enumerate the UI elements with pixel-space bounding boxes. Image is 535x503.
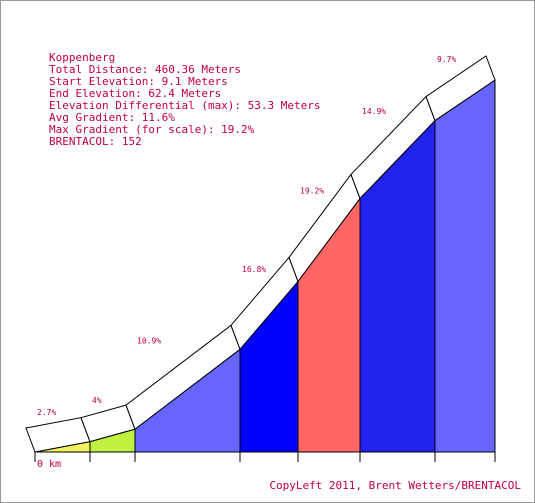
- gradient-label: 2.7%: [37, 408, 56, 417]
- info-line: Max Gradient (for scale): 19.2%: [49, 123, 255, 136]
- gradient-label: 19.2%: [300, 186, 324, 195]
- gradient-label: 4%: [92, 396, 102, 405]
- info-line: BRENTACOL: 152: [49, 135, 142, 148]
- info-line: Start Elevation: 9.1 Meters: [49, 75, 228, 88]
- chart-title: Koppenberg: [49, 51, 115, 64]
- info-line: End Elevation: 62.4 Meters: [49, 87, 221, 100]
- gradient-label: 14.9%: [362, 107, 386, 116]
- road-band: [425, 55, 496, 122]
- info-line: Elevation Differential (max): 53.3 Meter…: [49, 99, 321, 112]
- gradient-label: 16.8%: [242, 265, 266, 274]
- gradient-label: 10.9%: [137, 336, 161, 345]
- footer: CopyLeft 2011, Brent Wetters/BRENTACOL: [269, 479, 521, 492]
- x-start-label: 0 km: [37, 459, 61, 470]
- gradient-label: 9.7%: [437, 55, 456, 64]
- segment: [434, 79, 496, 453]
- info-line: Total Distance: 460.36 Meters: [49, 63, 241, 76]
- info-line: Avg Gradient: 11.6%: [49, 111, 175, 124]
